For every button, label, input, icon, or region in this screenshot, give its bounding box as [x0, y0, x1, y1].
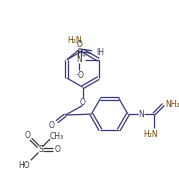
Text: IH: IH [96, 48, 105, 57]
Text: H₂N: H₂N [144, 130, 158, 139]
Text: O: O [25, 131, 31, 140]
Text: N: N [139, 110, 144, 119]
Text: HO: HO [18, 160, 30, 170]
Text: ⁻O: ⁻O [74, 71, 84, 80]
Text: S: S [38, 145, 43, 154]
Text: O: O [76, 40, 82, 49]
Text: CH₃: CH₃ [50, 132, 64, 141]
Text: O: O [49, 121, 55, 130]
Text: O: O [80, 98, 86, 107]
Text: N: N [76, 55, 82, 64]
Text: O: O [55, 145, 61, 154]
Text: +: + [81, 53, 85, 58]
Text: NH₂: NH₂ [165, 100, 179, 109]
Text: H₂N: H₂N [67, 36, 82, 45]
